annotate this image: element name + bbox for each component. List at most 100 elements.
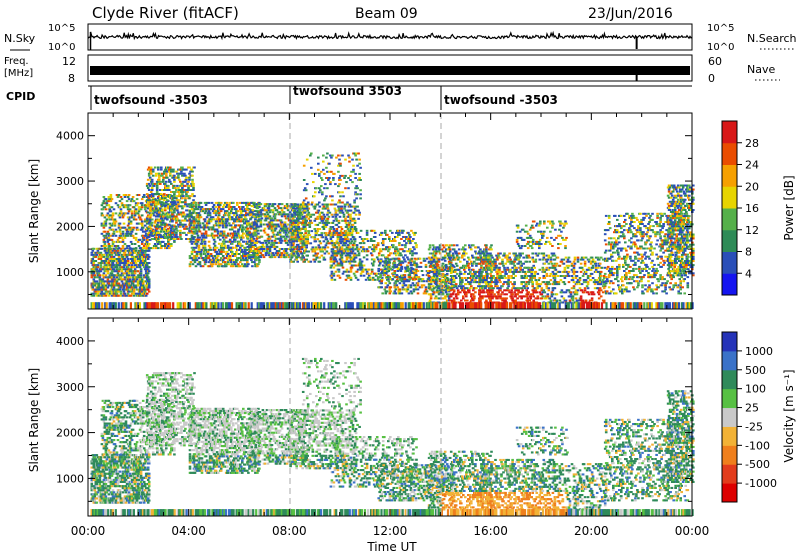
power-cell bbox=[212, 218, 216, 221]
power-cell bbox=[201, 244, 205, 247]
power-cell bbox=[381, 248, 385, 251]
power-cell bbox=[102, 294, 106, 297]
power-cell bbox=[190, 234, 194, 237]
power-cell bbox=[91, 288, 95, 291]
power-cell bbox=[277, 250, 281, 252]
power-cell bbox=[157, 233, 160, 236]
power-cell bbox=[125, 255, 129, 258]
power-cell bbox=[190, 168, 193, 171]
power-cell bbox=[218, 224, 222, 227]
power-cell bbox=[224, 246, 228, 249]
power-cell bbox=[290, 233, 294, 236]
power-cell bbox=[99, 268, 103, 271]
power-cell bbox=[160, 213, 163, 216]
power-cell bbox=[253, 221, 257, 224]
power-cell bbox=[178, 205, 181, 208]
power-cell bbox=[211, 228, 215, 231]
power-cell bbox=[122, 266, 126, 269]
power-cell bbox=[151, 201, 155, 204]
power-cell bbox=[95, 253, 99, 256]
power-cell bbox=[405, 236, 408, 238]
power-cell bbox=[299, 207, 302, 210]
power-cell bbox=[380, 276, 384, 279]
power-cell bbox=[386, 265, 390, 268]
power-cell bbox=[325, 238, 329, 241]
power-cell bbox=[236, 259, 239, 262]
power-cell bbox=[420, 270, 424, 272]
power-cell bbox=[163, 199, 166, 202]
power-cell bbox=[139, 272, 143, 275]
power-cell bbox=[141, 249, 145, 252]
power-cell bbox=[184, 197, 187, 200]
power-cell bbox=[388, 292, 392, 295]
power-cell bbox=[289, 232, 292, 235]
power-cell bbox=[136, 228, 140, 231]
power-cell bbox=[414, 286, 418, 289]
power-cell bbox=[213, 230, 217, 233]
power-cell bbox=[415, 262, 418, 265]
power-cell bbox=[163, 227, 166, 230]
power-cell bbox=[294, 236, 297, 239]
power-cell bbox=[207, 248, 211, 251]
power-cell bbox=[239, 257, 242, 260]
power-cell bbox=[115, 276, 119, 279]
power-cell bbox=[285, 229, 289, 232]
power-cell bbox=[335, 260, 339, 263]
power-cell bbox=[120, 270, 124, 273]
power-cell bbox=[406, 286, 410, 289]
power-cell bbox=[283, 239, 287, 242]
power-cell bbox=[360, 260, 364, 263]
power-cell bbox=[158, 211, 161, 214]
power-cell bbox=[183, 189, 186, 191]
power-cell bbox=[394, 240, 397, 242]
power-cell bbox=[400, 276, 403, 279]
power-cell bbox=[147, 236, 151, 238]
power-cell bbox=[353, 207, 357, 210]
power-cell bbox=[192, 216, 196, 219]
nsky-tick-bottom: 10^0 bbox=[48, 42, 75, 53]
power-cell bbox=[359, 246, 363, 249]
power-cell bbox=[149, 191, 153, 193]
power-cell bbox=[336, 238, 340, 240]
power-cell bbox=[391, 231, 394, 234]
power-cell bbox=[402, 256, 405, 259]
power-cell bbox=[168, 189, 171, 191]
power-cell bbox=[294, 234, 297, 237]
power-cell bbox=[296, 260, 299, 263]
power-cell bbox=[197, 257, 201, 260]
power-cell bbox=[410, 257, 414, 260]
power-cell bbox=[254, 206, 257, 208]
power-cell bbox=[139, 208, 143, 211]
power-cell bbox=[257, 263, 260, 266]
power-cell bbox=[191, 263, 195, 266]
power-cell bbox=[298, 232, 301, 235]
power-cell bbox=[285, 217, 289, 220]
power-cell bbox=[203, 212, 207, 215]
power-cell bbox=[270, 221, 274, 224]
power-cell bbox=[269, 209, 273, 212]
power-cell bbox=[165, 168, 168, 171]
power-cell bbox=[135, 204, 139, 207]
power-cell bbox=[133, 243, 137, 245]
power-cell bbox=[322, 228, 326, 230]
power-cell bbox=[185, 189, 188, 191]
power-cell bbox=[308, 234, 312, 237]
power-cell bbox=[283, 252, 287, 255]
power-cell bbox=[97, 294, 101, 297]
power-cell bbox=[371, 262, 375, 265]
power-cell bbox=[180, 205, 183, 208]
power-cell bbox=[160, 247, 163, 250]
power-cell bbox=[113, 274, 117, 277]
power-cell bbox=[121, 260, 125, 262]
cpid-segment-2: twofsound 3503 bbox=[293, 84, 402, 98]
power-cell bbox=[183, 219, 186, 222]
power-cell bbox=[419, 261, 423, 264]
power-cell bbox=[363, 238, 367, 240]
power-cell bbox=[136, 202, 140, 205]
power-cell bbox=[241, 208, 244, 211]
power-cell bbox=[134, 247, 138, 250]
power-cell bbox=[143, 247, 147, 250]
power-cell bbox=[197, 218, 201, 221]
power-cell bbox=[103, 249, 107, 252]
power-cell bbox=[198, 230, 202, 233]
